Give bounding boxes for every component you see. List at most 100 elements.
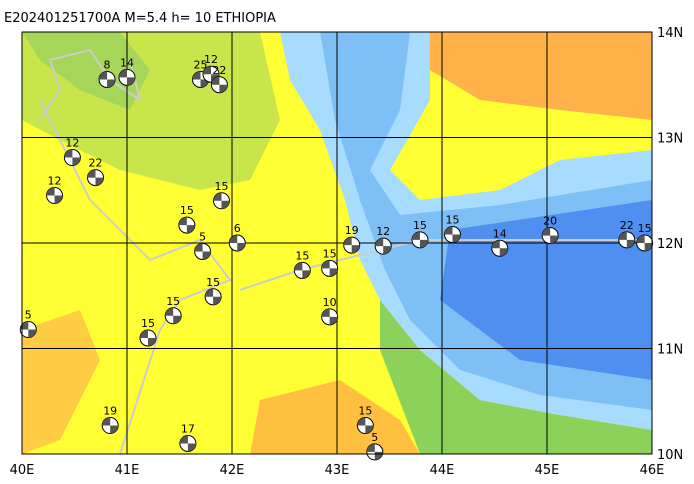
depth-label: 19 (345, 224, 359, 237)
depth-label: 5 (371, 431, 378, 444)
focal-mechanism (356, 417, 374, 435)
beachball-quadrant (618, 231, 627, 240)
lon-label: 43E (325, 463, 350, 478)
lat-label: 14N (657, 26, 683, 41)
focal-mechanism (19, 321, 37, 339)
depth-label: 19 (103, 405, 117, 418)
lat-label: 10N (657, 448, 683, 463)
focal-mechanism (63, 149, 81, 167)
depth-label: 15 (215, 180, 229, 193)
beachball-quadrant (28, 329, 37, 338)
beachball-quadrant (321, 260, 330, 269)
beachball-quadrant (366, 443, 375, 452)
focal-mechanism (46, 187, 64, 205)
beachball-quadrant (192, 71, 201, 80)
focal-mechanism (321, 259, 339, 277)
beachball-quadrant (179, 435, 188, 444)
map-frame (21, 31, 653, 455)
beachball-quadrant (202, 251, 211, 260)
depth-label: 15 (638, 222, 652, 235)
beachball-quadrant (365, 425, 374, 434)
beachball-quadrant (87, 169, 96, 178)
beachball-quadrant (375, 238, 384, 247)
lon-label: 42E (220, 463, 245, 478)
depth-label: 15 (141, 317, 155, 330)
beachball-quadrant (499, 248, 508, 257)
depth-label: 15 (413, 219, 427, 232)
beachball-quadrant (550, 235, 559, 244)
depth-label: 17 (181, 422, 195, 435)
lat-label: 13N (657, 132, 683, 147)
beachball-quadrant (229, 235, 238, 243)
lon-label: 40E (10, 463, 35, 478)
beachball-quadrant (64, 149, 73, 158)
beachball-quadrant (213, 192, 222, 201)
beachball-quadrant (302, 270, 311, 279)
beachball-quadrant (72, 157, 81, 166)
beachball-quadrant (219, 84, 228, 93)
beachball-quadrant (636, 235, 645, 243)
focal-mechanism (87, 169, 104, 187)
focal-mechanism (618, 231, 636, 249)
beachball-quadrant (173, 315, 182, 324)
depth-label: 14 (493, 227, 507, 240)
focal-mechanism (213, 192, 230, 210)
beachball-quadrant (186, 225, 195, 234)
focal-mechanism (101, 417, 119, 435)
lon-label: 44E (430, 463, 455, 478)
focal-mechanism (343, 236, 361, 254)
depth-label: 15 (295, 249, 309, 262)
depth-label: 20 (543, 215, 557, 228)
focal-mechanism (541, 227, 559, 245)
depth-label: 6 (234, 222, 241, 235)
beachball-quadrant (542, 227, 551, 236)
depth-label: 12 (65, 137, 79, 150)
beachball-quadrant (110, 425, 119, 434)
depth-label: 12 (376, 225, 390, 238)
focal-mechanism (374, 237, 392, 255)
beachball-quadrant (419, 239, 428, 248)
depth-label: 12 (48, 175, 62, 188)
beachball-quadrant (237, 243, 246, 251)
beachball-quadrant (148, 337, 156, 346)
focal-mechanism (636, 234, 654, 252)
beachball-quadrant (95, 177, 104, 186)
depth-label: 10 (323, 296, 337, 309)
beachball-quadrant (357, 417, 366, 426)
beachball-quadrant (644, 243, 653, 251)
beachball-quadrant (187, 443, 196, 452)
beachball-quadrant (221, 200, 230, 209)
beachball-quadrant (165, 307, 174, 316)
beachball-quadrant (491, 240, 500, 249)
depth-label: 12 (204, 53, 218, 66)
depth-label: 15 (206, 276, 220, 289)
beachball-quadrant (411, 231, 420, 240)
depth-label: 22 (212, 64, 226, 77)
beachball-quadrant (194, 243, 203, 252)
beachball-quadrant (444, 226, 453, 235)
depth-label: 8 (104, 58, 111, 71)
beachball-quadrant (351, 245, 360, 254)
depth-label: 15 (166, 295, 180, 308)
focal-mechanism (179, 434, 197, 452)
depth-label: 5 (25, 309, 32, 322)
depth-label: 5 (199, 230, 206, 243)
depth-label: 15 (323, 247, 337, 260)
focal-mechanism (118, 68, 136, 86)
beachball-quadrant (54, 195, 63, 204)
depth-label: 15 (180, 204, 194, 217)
depth-label: 14 (120, 56, 134, 69)
focal-mechanism (204, 288, 222, 306)
depth-label: 22 (89, 157, 103, 170)
beachball-quadrant (213, 296, 222, 305)
beachball-quadrant (119, 69, 127, 78)
focal-mechanism (178, 216, 196, 234)
beachball-quadrant (99, 71, 108, 80)
focal-mechanism (411, 231, 429, 249)
beachball-quadrant (452, 234, 461, 243)
focal-mechanism (293, 261, 311, 279)
beachball-quadrant (321, 308, 330, 317)
lat-label: 11N (657, 343, 683, 358)
depth-label: 15 (446, 214, 460, 227)
